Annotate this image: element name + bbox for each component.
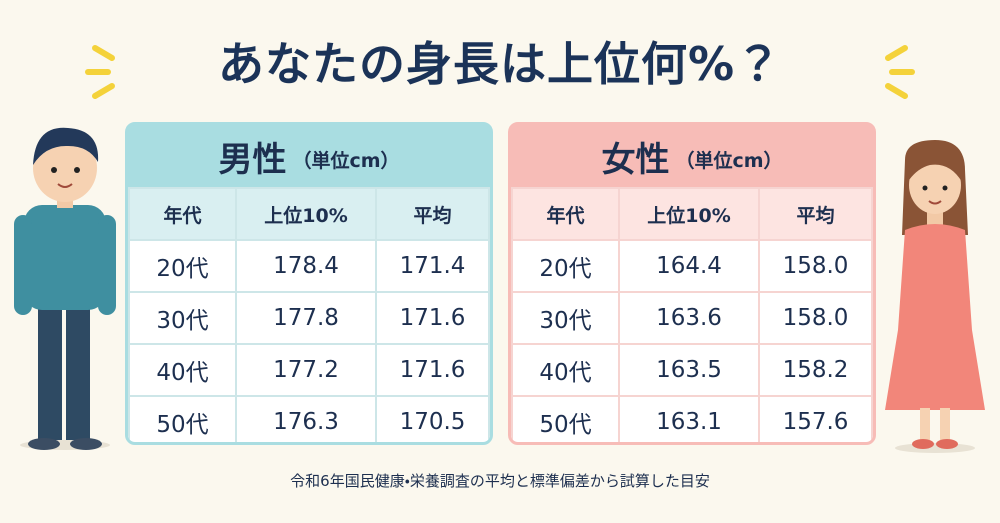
header-cell: 上位10% [618,187,760,241]
data-cell: 176.3 [235,395,377,442]
data-cell: 30代 [511,291,620,345]
data-cell: 157.6 [758,395,873,442]
panel-title: 男性 [218,139,287,180]
panel-title: 女性 [601,139,670,180]
data-cell: 40代 [128,343,237,397]
header-cell: 年代 [128,187,237,241]
woman-illustration [885,140,985,453]
data-cell: 50代 [511,395,620,442]
data-row: 40代 177.2 171.6 [128,343,490,397]
man-illustration [14,127,116,450]
header-cell: 上位10% [235,187,377,241]
data-cell: 40代 [511,343,620,397]
data-row: 30代 177.8 171.6 [128,291,490,345]
panel-header: 女性 （単位cm） [511,125,873,187]
data-cell: 170.5 [375,395,490,442]
panel-header: 男性 （単位cm） [128,125,490,187]
data-cell: 158.0 [758,291,873,345]
header-row: 年代 上位10% 平均 [128,187,490,241]
data-cell: 163.1 [618,395,760,442]
height-table: 年代 上位10% 平均 20代 164.4 158.0 30代 163.6 158.0 40代 16… [511,187,873,442]
panel-unit: （単位cm） [292,149,400,172]
data-cell: 163.6 [618,291,760,345]
data-cell: 177.2 [235,343,377,397]
data-cell: 30代 [128,291,237,345]
header-cell: 平均 [375,187,490,241]
data-cell: 50代 [128,395,237,442]
footnote: 令和6年国民健康・栄養調査の平均と標準偏差から試算した目安 [290,472,710,490]
female-table-panel: 女性 （単位cm） 年代 上位10% 平均 20代 164.4 158.0 30代 163.6 15… [508,122,876,445]
header-cell: 平均 [758,187,873,241]
header-row: 年代 上位10% 平均 [511,187,873,241]
header-cell: 年代 [511,187,620,241]
data-cell: 158.0 [758,239,873,293]
data-cell: 171.6 [375,343,490,397]
data-row: 40代 163.5 158.2 [511,343,873,397]
data-cell: 158.2 [758,343,873,397]
data-row: 50代 176.3 170.5 [128,395,490,442]
data-cell: 20代 [128,239,237,293]
data-cell: 171.4 [375,239,490,293]
data-cell: 164.4 [618,239,760,293]
height-table: 年代 上位10% 平均 20代 178.4 171.4 30代 177.8 171.6 40代 17… [128,187,490,442]
data-cell: 177.8 [235,291,377,345]
data-row: 20代 164.4 158.0 [511,239,873,293]
data-row: 30代 163.6 158.0 [511,291,873,345]
title: あなたの身長は上位何%？ [217,37,783,91]
data-cell: 20代 [511,239,620,293]
data-cell: 163.5 [618,343,760,397]
male-table-panel: 男性 （単位cm） 年代 上位10% 平均 20代 178.4 171.4 30代 177.8 17… [125,122,493,445]
data-cell: 171.6 [375,291,490,345]
data-row: 50代 163.1 157.6 [511,395,873,442]
data-cell: 178.4 [235,239,377,293]
panel-unit: （単位cm） [675,149,783,172]
data-row: 20代 178.4 171.4 [128,239,490,293]
